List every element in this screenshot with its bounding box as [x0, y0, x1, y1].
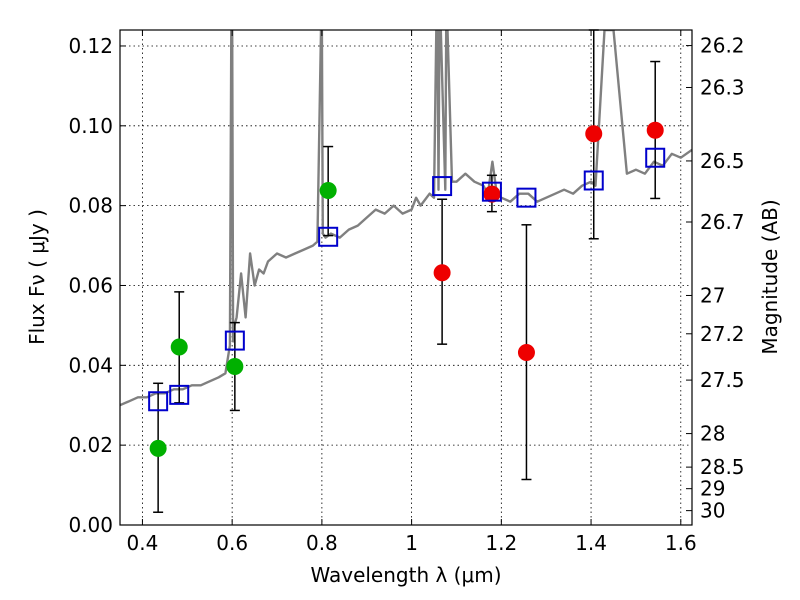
x-tick-label: 0.8: [306, 531, 338, 555]
right-tick-label: 30: [700, 499, 725, 523]
nir-data-point: [517, 344, 535, 362]
x-tick-label: 1: [405, 531, 418, 555]
y-tick-label: 0.00: [68, 513, 113, 537]
right-tick-label: 26.3: [700, 75, 745, 99]
right-tick-label: 26.5: [700, 149, 745, 173]
y-tick-label: 0.06: [68, 273, 113, 297]
y-tick-label: 0.10: [68, 114, 113, 138]
model-bandpass-square: [432, 176, 453, 197]
ticks-layer: 0.4 0.6 0.8 1 1.2 1.4 1.6 0.00 0.02 0.04 0.06 0.08 0…: [68, 30, 745, 555]
right-tick-label: 28: [700, 422, 725, 446]
x-tick-label: 1.2: [485, 531, 517, 555]
model-bandpass-square: [318, 226, 339, 247]
right-tick-label: 27.5: [700, 368, 745, 392]
right-tick-label: 26.7: [700, 210, 745, 234]
y-axis-label: Flux Fν ( μJy ): [25, 209, 49, 345]
points-layer: [148, 121, 666, 457]
right-tick-label: 27.2: [700, 322, 745, 346]
optical-data-point: [319, 181, 337, 199]
model-bandpass-square: [481, 181, 502, 202]
nir-data-point: [646, 121, 664, 139]
y-tick-label: 0.02: [68, 433, 113, 457]
y-tick-label: 0.08: [68, 194, 113, 218]
model-bandpass-square: [169, 384, 190, 405]
optical-data-point: [149, 439, 167, 457]
x-tick-label: 0.4: [127, 531, 159, 555]
model-bandpass-square: [583, 170, 604, 191]
x-tick-label: 0.6: [216, 531, 248, 555]
x-tick-label: 1.6: [665, 531, 697, 555]
right-tick-label: 28.5: [700, 455, 745, 479]
y-tick-label: 0.04: [68, 353, 113, 377]
plot-frame: [119, 29, 693, 526]
right-tick-label: 29: [700, 477, 725, 501]
model-bandpass-square: [224, 330, 245, 351]
optical-data-point: [226, 358, 244, 376]
right-axis-label: Magnitude (AB): [758, 199, 782, 354]
right-tick-label: 26.2: [700, 34, 745, 58]
nir-data-point: [433, 264, 451, 282]
model-sed-line: [120, 30, 692, 407]
nir-data-point: [483, 185, 501, 203]
x-tick-label: 1.4: [575, 531, 607, 555]
model-bandpass-square: [148, 391, 169, 412]
right-tick-label: 27: [700, 283, 725, 307]
x-axis-label: Wavelength λ (μm): [310, 563, 501, 587]
model-bandpass-square: [645, 147, 666, 168]
grid: [120, 30, 692, 526]
nir-data-point: [585, 125, 603, 143]
model-bandpass-square: [516, 187, 537, 208]
optical-data-point: [170, 338, 188, 356]
model-sed-layer: [120, 30, 692, 407]
y-tick-label: 0.12: [68, 34, 113, 58]
